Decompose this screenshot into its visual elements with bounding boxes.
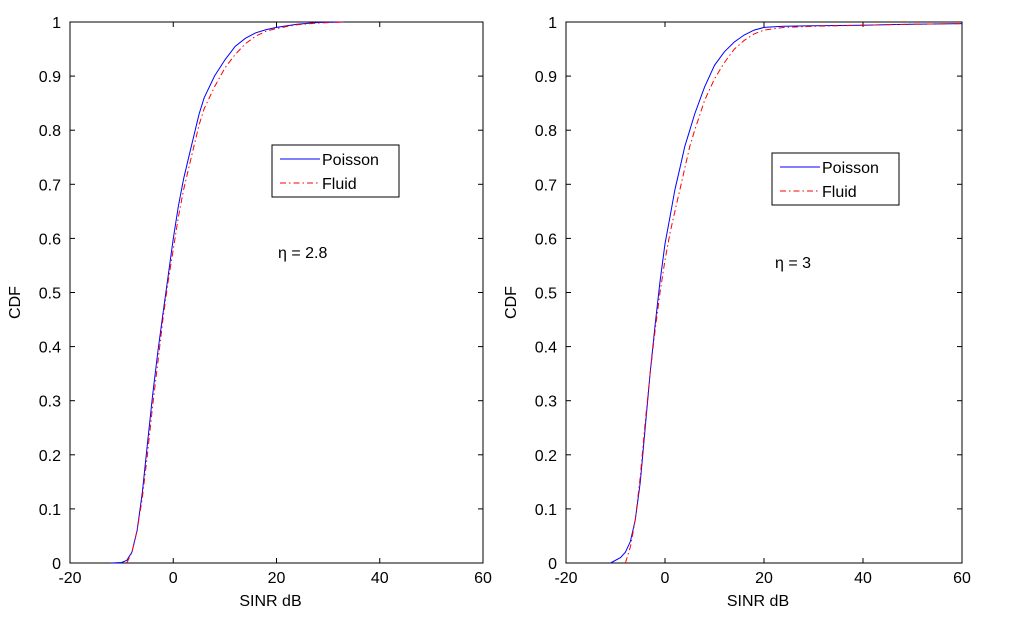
eta-annotation: η = 2.8 bbox=[278, 245, 327, 262]
y-tick-label: 0.6 bbox=[39, 231, 61, 248]
legend-box bbox=[771, 152, 900, 206]
y-tick-label: 0.3 bbox=[535, 394, 557, 411]
x-tick-label: 60 bbox=[474, 570, 492, 587]
y-tick-label: 0.2 bbox=[39, 448, 61, 465]
series-line-fluid bbox=[624, 23, 963, 564]
y-tick-label: 0.7 bbox=[39, 177, 61, 194]
y-tick-label: 0.1 bbox=[39, 502, 61, 519]
x-tick-label: 20 bbox=[268, 570, 286, 587]
y-tick-label: 0.9 bbox=[39, 69, 61, 86]
x-tick-label: 0 bbox=[169, 570, 178, 587]
x-tick-label: -20 bbox=[58, 570, 81, 587]
y-tick-label: 0 bbox=[52, 556, 61, 573]
x-axis-label: SINR dB bbox=[727, 593, 789, 610]
x-axis-label: SINR dB bbox=[239, 593, 301, 610]
legend: Poisson Fluid bbox=[271, 144, 400, 198]
x-tick-label: -20 bbox=[554, 570, 577, 587]
y-tick-label: 0.8 bbox=[39, 123, 61, 140]
legend-box bbox=[271, 144, 400, 198]
y-tick-label: 0.5 bbox=[535, 286, 557, 303]
y-tick-label: 0.3 bbox=[39, 394, 61, 411]
y-tick-label: 0.1 bbox=[535, 502, 557, 519]
series-line-poisson bbox=[111, 21, 344, 564]
chart-panel-1: -20 0 20 40 6000.10.20.30.40.50.60.70.80.91S… bbox=[7, 15, 492, 610]
y-tick-label: 1 bbox=[548, 15, 557, 32]
plot-area bbox=[565, 21, 963, 564]
y-tick-label: 0.7 bbox=[535, 177, 557, 194]
x-tick-label: 0 bbox=[661, 570, 670, 587]
eta-annotation: η = 3 bbox=[775, 255, 811, 272]
y-tick-label: 0.8 bbox=[535, 123, 557, 140]
legend-label-poisson: Poisson bbox=[322, 152, 379, 169]
y-tick-label: 0.9 bbox=[535, 69, 557, 86]
legend-label-fluid: Fluid bbox=[322, 176, 357, 193]
y-axis-label: CDF bbox=[7, 286, 24, 319]
legend: Poisson Fluid bbox=[771, 152, 900, 206]
x-tick-label: 40 bbox=[371, 570, 389, 587]
legend-label-poisson: Poisson bbox=[822, 160, 879, 177]
y-tick-label: 0.6 bbox=[535, 231, 557, 248]
chart-panel-2: -20 0 20 40 6000.10.20.30.40.50.60.70.80.91S… bbox=[503, 15, 971, 610]
x-tick-label: 60 bbox=[953, 570, 971, 587]
legend-label-fluid: Fluid bbox=[822, 184, 857, 201]
y-tick-label: 0.4 bbox=[39, 340, 61, 357]
x-tick-label: 20 bbox=[755, 570, 773, 587]
y-tick-label: 0 bbox=[548, 556, 557, 573]
y-tick-label: 1 bbox=[52, 15, 61, 32]
y-tick-label: 0.5 bbox=[39, 286, 61, 303]
plot-area bbox=[69, 21, 484, 564]
y-tick-label: 0.4 bbox=[535, 340, 557, 357]
y-axis-label: CDF bbox=[503, 286, 520, 319]
x-tick-label: 40 bbox=[854, 570, 872, 587]
y-tick-label: 0.2 bbox=[535, 448, 557, 465]
